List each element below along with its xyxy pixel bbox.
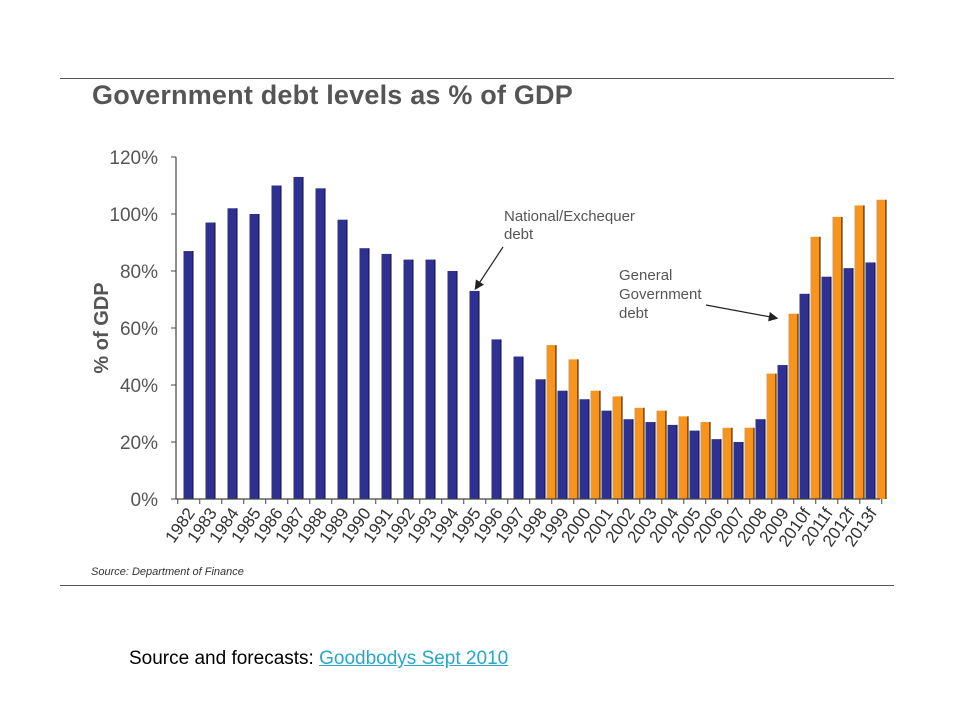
annotation-general: General Government debt — [619, 267, 702, 322]
bar-national-1984 — [227, 208, 237, 500]
bar-national-2001 — [601, 410, 611, 499]
bar-national-2013f — [865, 262, 875, 499]
y-tick-label: 100% — [109, 205, 158, 226]
bottom-rule — [60, 585, 894, 586]
top-rule — [60, 78, 894, 79]
bar-national-1996 — [491, 339, 501, 499]
bar-national-1995 — [469, 290, 479, 499]
bar-national-1983 — [205, 222, 215, 500]
annotation-national-line: National/Exchequer — [504, 208, 635, 225]
bar-national-1992 — [403, 259, 413, 499]
bar-general-2012f — [854, 205, 864, 499]
bar-general-2004 — [678, 416, 688, 499]
bar-national-1989 — [337, 219, 347, 499]
source-link[interactable]: Goodbodys Sept 2010 — [319, 648, 509, 669]
bar-national-2000 — [579, 399, 589, 499]
y-tick-label: 20% — [120, 433, 158, 454]
bar-national-1990 — [359, 248, 369, 499]
bar-national-1999 — [557, 390, 567, 499]
y-tick-label: 120% — [109, 148, 158, 169]
bar-general-2003 — [656, 410, 666, 499]
bar-national-2004 — [667, 424, 677, 499]
bar-national-1997 — [513, 356, 523, 499]
annotation-arrow-national — [474, 246, 504, 291]
bar-national-2005 — [689, 430, 699, 499]
bar-general-2008 — [766, 373, 776, 499]
annotation-national-line: debt — [504, 226, 534, 243]
bar-national-2003 — [645, 422, 655, 499]
bar-general-2005 — [700, 422, 710, 499]
y-tick-label: 80% — [120, 262, 158, 283]
bar-national-2008 — [755, 419, 765, 499]
y-axis-label: % of GDP — [91, 282, 113, 373]
bar-general-2001 — [612, 396, 622, 499]
bar-general-2010f — [810, 236, 820, 500]
y-tick-label: 60% — [120, 319, 158, 340]
bar-general-2009 — [788, 313, 798, 499]
bar-national-1985 — [249, 214, 259, 499]
bar-national-2006 — [711, 439, 721, 499]
bar-general-2013f — [876, 199, 886, 499]
bar-national-1991 — [381, 253, 391, 499]
annotation-arrow-general — [705, 304, 779, 322]
bar-national-2007 — [733, 442, 743, 499]
bar-national-1986 — [271, 185, 281, 499]
annotation-general-line: General — [619, 267, 672, 284]
annotation-national: National/Exchequer debt — [504, 208, 635, 243]
bar-general-1999 — [568, 359, 578, 499]
bar-general-2007 — [744, 427, 754, 499]
bar-national-1987 — [293, 176, 303, 499]
bar-general-2000 — [590, 390, 600, 499]
bar-general-1998 — [546, 345, 556, 499]
bar-general-2011f — [832, 216, 842, 499]
bar-national-2002 — [623, 419, 633, 499]
bar-national-2011f — [821, 276, 831, 499]
bar-national-1988 — [315, 188, 325, 499]
y-tick-label: 40% — [120, 376, 158, 397]
y-tick-label: 0% — [131, 490, 159, 511]
annotation-general-line: debt — [619, 305, 649, 322]
annotation-general-line: Government — [619, 286, 702, 303]
bar-national-2010f — [799, 293, 809, 499]
bar-national-1993 — [425, 259, 435, 499]
bar-national-1998 — [535, 379, 545, 499]
bar-national-2012f — [843, 268, 853, 499]
bar-general-2006 — [722, 427, 732, 499]
chart-title: Government debt levels as % of GDP — [92, 80, 573, 110]
bar-national-1982 — [183, 251, 193, 499]
bar-general-2002 — [634, 407, 644, 499]
footer-note: Source and forecasts: Goodbodys Sept 201… — [129, 648, 508, 670]
chart-source: Source: Department of Finance — [91, 566, 244, 578]
footer-prefix: Source and forecasts: — [129, 648, 320, 669]
bar-national-1994 — [447, 271, 457, 499]
bar-national-2009 — [777, 365, 787, 499]
